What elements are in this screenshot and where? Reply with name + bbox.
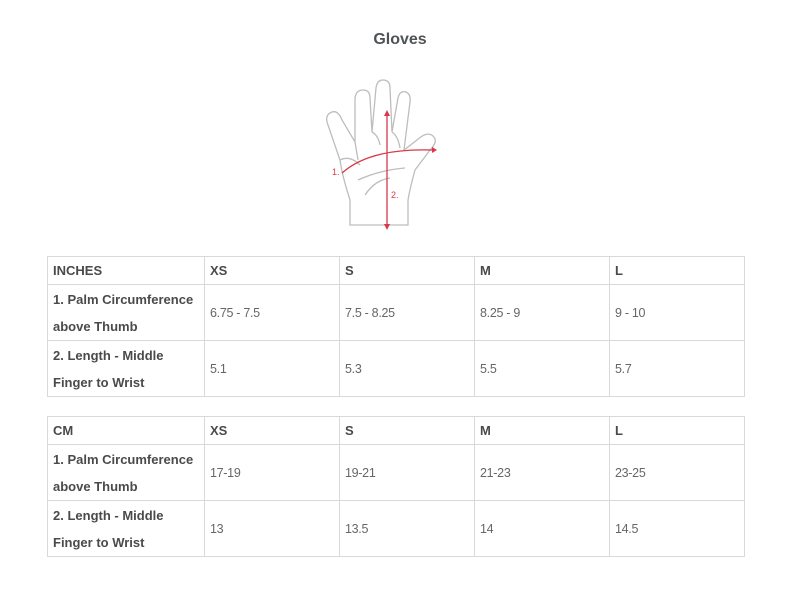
size-header: M (474, 416, 610, 445)
table-row: 2. Length - Middle Finger to Wrist 5.1 5… (47, 340, 745, 397)
size-header: S (339, 256, 475, 285)
unit-header: CM (47, 416, 205, 445)
cell: 6.75 - 7.5 (204, 284, 340, 341)
cell: 9 - 10 (609, 284, 745, 341)
size-header: L (609, 256, 745, 285)
size-header: XS (204, 416, 340, 445)
label-2: 2. (391, 190, 399, 200)
cell: 7.5 - 8.25 (339, 284, 475, 341)
label-1: 1. (332, 167, 340, 177)
cell: 5.5 (474, 340, 610, 397)
cell: 5.1 (204, 340, 340, 397)
row-label: 2. Length - Middle Finger to Wrist (47, 500, 205, 557)
table-row: 1. Palm Circumference above Thumb 6.75 -… (47, 284, 745, 341)
table-header-row: CM XS S M L (47, 416, 745, 445)
size-header: XS (204, 256, 340, 285)
cell: 14.5 (609, 500, 745, 557)
cell: 13 (204, 500, 340, 557)
cell: 8.25 - 9 (474, 284, 610, 341)
table-row: 1. Palm Circumference above Thumb 17-19 … (47, 444, 745, 501)
cell: 19-21 (339, 444, 475, 501)
size-header: M (474, 256, 610, 285)
cell: 13.5 (339, 500, 475, 557)
palm-circumference-line (341, 149, 433, 174)
cell: 5.7 (609, 340, 745, 397)
hand-measurement-illustration: 1. 2. (326, 79, 437, 230)
size-header: L (609, 416, 745, 445)
inches-size-table: INCHES XS S M L 1. Palm Circumference ab… (47, 256, 745, 397)
unit-header: INCHES (47, 256, 205, 285)
cell: 17-19 (204, 444, 340, 501)
cell: 21-23 (474, 444, 610, 501)
cell: 23-25 (609, 444, 745, 501)
table-header-row: INCHES XS S M L (47, 256, 745, 285)
cell: 5.3 (339, 340, 475, 397)
row-label: 2. Length - Middle Finger to Wrist (47, 340, 205, 397)
row-label: 1. Palm Circumference above Thumb (47, 444, 205, 501)
page-title: Gloves (373, 31, 427, 48)
cell: 14 (474, 500, 610, 557)
row-label: 1. Palm Circumference above Thumb (47, 284, 205, 341)
table-row: 2. Length - Middle Finger to Wrist 13 13… (47, 500, 745, 557)
cm-size-table: CM XS S M L 1. Palm Circumference above … (47, 416, 745, 557)
size-header: S (339, 416, 475, 445)
